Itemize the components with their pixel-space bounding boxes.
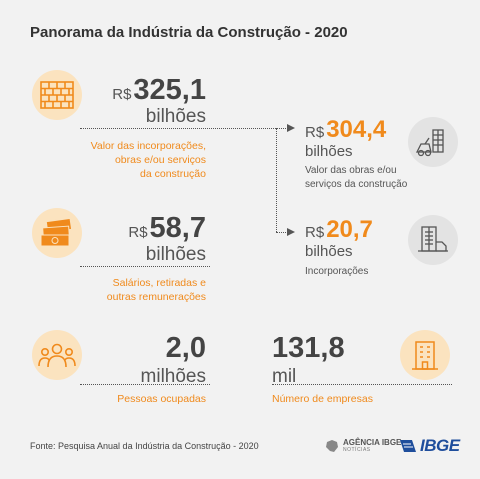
value-unit: mil xyxy=(272,366,297,387)
desc-line: Valor das obras e/ou xyxy=(305,165,397,176)
brick-wall-icon xyxy=(40,81,74,109)
value-unit: bilhões xyxy=(145,106,206,127)
currency-label: R$ xyxy=(112,86,132,103)
value-incorporacoes-obras: R$325,1 bilhões xyxy=(112,74,206,127)
value-number: 131,8 xyxy=(272,332,345,364)
desc-line: Incorporações xyxy=(305,266,369,277)
divider-dotted xyxy=(80,384,210,385)
value-unit: bilhões xyxy=(145,244,206,265)
value-unit: bilhões xyxy=(305,243,353,260)
value-obras-servicos: R$304,4 bilhões xyxy=(305,116,387,160)
construction-site-icon xyxy=(415,129,444,157)
ibge-globe-icon xyxy=(400,440,416,452)
value-unit: milhões xyxy=(140,366,206,387)
construction-site-icon-circle xyxy=(408,117,458,167)
desc-line: da construção xyxy=(140,168,206,181)
divider-dotted xyxy=(80,266,210,267)
currency-label: R$ xyxy=(305,224,325,241)
currency-label: R$ xyxy=(128,224,148,241)
page-title: Panorama da Indústria da Construção - 20… xyxy=(30,24,348,41)
desc-line: serviços da construção xyxy=(305,178,408,190)
source-footnote: Fonte: Pesquisa Anual da Indústria da Co… xyxy=(30,441,259,451)
agencia-ibge-logo: AGÊNCIA IBGE NOTÍCIAS xyxy=(324,438,401,454)
desc-incorporacoes-obras: Valor das incorporações, obras e/ou serv… xyxy=(91,139,206,182)
value-number: 325,1 xyxy=(133,74,206,106)
desc-obras-servicos: Valor das obras e/ou serviços da constru… xyxy=(305,164,407,191)
desc-pessoas-ocupadas: Pessoas ocupadas xyxy=(117,393,206,405)
building-crane-icon xyxy=(418,226,448,252)
currency-label: R$ xyxy=(305,124,325,141)
ibge-logo: IBGE xyxy=(398,436,460,456)
ibge-logo-text: IBGE xyxy=(420,436,460,455)
office-building-icon-circle xyxy=(400,330,450,380)
desc-incorporacoes: Incorporações xyxy=(305,265,368,279)
people-group-icon xyxy=(38,343,76,368)
agencia-logo-text: AGÊNCIA IBGE xyxy=(343,438,402,447)
value-number: 20,7 xyxy=(326,216,373,243)
value-number: 58,7 xyxy=(149,212,206,244)
connector-vertical xyxy=(276,128,277,232)
divider-dotted xyxy=(80,128,290,129)
value-incorporacoes: R$20,7 bilhões xyxy=(305,216,373,260)
desc-salarios: Salários, retiradas e outras remuneraçõe… xyxy=(107,276,206,304)
building-crane-icon-circle xyxy=(408,215,458,265)
brazil-map-icon xyxy=(326,440,338,452)
arrow-right-icon xyxy=(287,124,295,132)
value-unit: bilhões xyxy=(305,143,353,160)
desc-line: obras e/ou serviços xyxy=(114,154,206,167)
value-number: 304,4 xyxy=(326,116,387,143)
people-group-icon-circle xyxy=(32,330,82,380)
value-number: 2,0 xyxy=(165,332,206,364)
arrow-right-icon xyxy=(287,228,295,236)
agencia-logo-sub: NOTÍCIAS xyxy=(343,447,371,453)
money-stack-icon xyxy=(40,218,73,247)
value-pessoas-ocupadas: 2,0 milhões xyxy=(140,332,206,387)
divider-dotted xyxy=(272,384,452,385)
desc-line: Salários, retiradas e xyxy=(112,277,206,289)
money-stack-icon-circle xyxy=(32,208,82,258)
desc-empresas: Número de empresas xyxy=(272,393,373,405)
value-empresas: 131,8 mil xyxy=(272,332,345,387)
desc-line: outras remunerações xyxy=(106,291,206,304)
desc-line: Valor das incorporações, xyxy=(90,140,206,152)
connector-branch xyxy=(276,232,290,233)
office-building-icon xyxy=(412,341,438,370)
brick-wall-icon-circle xyxy=(32,70,82,120)
value-salarios: R$58,7 bilhões xyxy=(128,212,206,265)
